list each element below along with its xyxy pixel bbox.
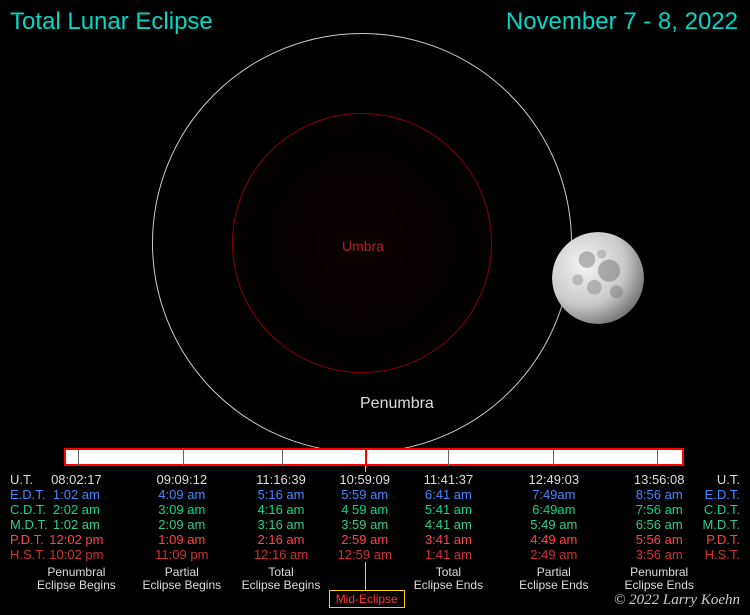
timeline-bar — [64, 448, 684, 466]
eclipse-diagram: Umbra Penumbra — [0, 0, 750, 450]
timezone-label: P.D.T. — [702, 532, 740, 547]
phase-label: PartialEclipse Ends — [509, 566, 599, 592]
moon — [552, 232, 644, 324]
phase-label: TotalEclipse Ends — [403, 566, 493, 592]
time-column: 13:56:088:56 am7:56 am6:56 am5:56 am3:56… — [619, 472, 699, 562]
time-column: 10:59:095:59 am4 59 am3:59 am2:59 am12:5… — [325, 472, 405, 562]
umbra-label: Umbra — [342, 238, 384, 254]
timeline — [64, 448, 684, 466]
time-column: 09:09:124:09 am3:09 am2:09 am1:09 am11:0… — [142, 472, 222, 562]
timezone-label: C.D.T. — [702, 502, 740, 517]
timezone-label: U.T. — [702, 472, 740, 487]
time-column: 08:02:171:02 am2:02 am1:02 am12:02 pm10:… — [36, 472, 116, 562]
phase-label: PartialEclipse Begins — [137, 566, 227, 592]
mid-eclipse-line — [365, 562, 366, 590]
timezone-labels-right: U.T.E.D.T.C.D.T.M.D.T.P.D.T.H.S.T. — [702, 472, 740, 562]
timezone-label: H.S.T. — [702, 547, 740, 562]
timezone-label: E.D.T. — [702, 487, 740, 502]
phase-label: PenumbralEclipse Ends — [614, 566, 704, 592]
time-column: 11:41:376:41 am5:41 am4:41 am3:41 am1:41… — [408, 472, 488, 562]
mid-eclipse-label: Mid-Eclipse — [329, 590, 405, 608]
copyright: © 2022 Larry Koehn — [614, 592, 740, 609]
penumbra-label: Penumbra — [360, 395, 434, 413]
phase-label: TotalEclipse Begins — [236, 566, 326, 592]
mid-eclipse-line — [365, 466, 366, 472]
phase-label: PenumbralEclipse Begins — [31, 566, 121, 592]
time-column: 12:49:037:49am6:49am5:49 am4:49 am2:49 a… — [514, 472, 594, 562]
time-column: 11:16:395:16 am4:16 am3:16 am2:16 am12:1… — [241, 472, 321, 562]
timezone-label: M.D.T. — [702, 517, 740, 532]
